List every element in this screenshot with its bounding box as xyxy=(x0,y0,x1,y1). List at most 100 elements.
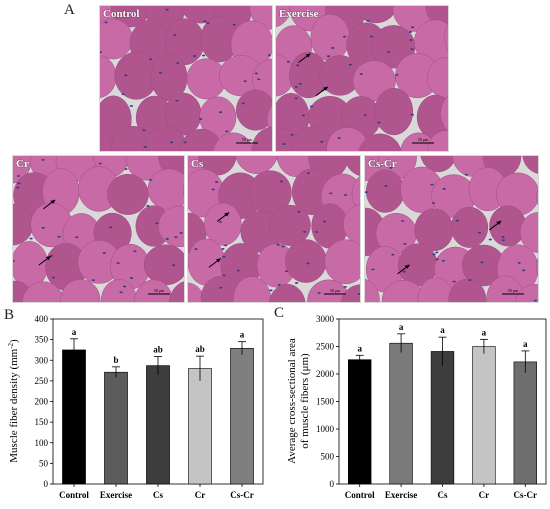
nucleus xyxy=(155,222,159,225)
significance-label: b xyxy=(113,355,118,365)
nucleus xyxy=(109,226,113,229)
muscle-fiber xyxy=(374,87,414,136)
micrograph-control: 50 μm Control xyxy=(99,5,273,152)
nucleus xyxy=(143,145,148,148)
panel-b-letter: B xyxy=(4,307,15,323)
nucleus xyxy=(176,62,180,65)
arrow-head xyxy=(50,199,56,204)
nucleus xyxy=(267,54,272,57)
nucleus xyxy=(241,102,245,105)
nucleus xyxy=(170,141,174,144)
scale-bar-label: 50 μm xyxy=(242,137,253,142)
nucleus xyxy=(387,51,391,53)
micrograph-control-image: 50 μm xyxy=(100,6,272,151)
y-tick-label: 250 xyxy=(35,376,49,386)
muscle-fiber xyxy=(249,6,272,30)
nucleus xyxy=(377,121,381,124)
arrow-head xyxy=(305,53,311,58)
muscle-fiber xyxy=(351,175,360,212)
nucleus xyxy=(468,279,472,281)
nucleus xyxy=(218,221,222,223)
significance-label: ab xyxy=(153,345,163,355)
nucleus xyxy=(148,179,153,181)
nucleus xyxy=(442,188,446,190)
y-tick-label: 2500 xyxy=(316,342,335,352)
nucleus xyxy=(359,73,363,75)
nucleus xyxy=(218,111,223,114)
y-axis-title-superscript: -2 xyxy=(7,342,15,348)
muscle-fiber xyxy=(358,133,402,151)
micrograph-exercise: 50 μm Exercise xyxy=(275,5,449,152)
nucleus xyxy=(522,269,526,272)
nucleus xyxy=(297,210,301,213)
chart-b-muscle-fiber-density: 0 50 100 150 200 250 300 350 400 a Control b Exercis… xyxy=(7,314,264,500)
muscle-fiber xyxy=(276,6,292,28)
y-tick-label: 500 xyxy=(321,452,335,462)
bar-cs xyxy=(430,351,455,485)
nucleus xyxy=(203,20,207,22)
significance-label: a xyxy=(523,339,528,349)
muscle-fiber xyxy=(204,202,242,246)
significance-label: a xyxy=(72,327,77,337)
muscle-fiber xyxy=(514,283,538,302)
y-tick-label: 0 xyxy=(330,479,335,489)
muscle-fiber xyxy=(212,132,254,151)
nucleus xyxy=(294,97,298,100)
micrograph-cs: 50 μm Cs xyxy=(187,155,361,303)
muscle-fiber xyxy=(344,156,360,177)
nucleus xyxy=(298,83,302,85)
significance-label: a xyxy=(357,343,362,353)
nucleus xyxy=(411,26,415,29)
scale-bar-label: 50 μm xyxy=(154,288,165,293)
nucleus xyxy=(119,291,123,294)
nucleus xyxy=(206,22,210,25)
micrograph-cs-label: Cs xyxy=(191,158,204,170)
nucleus xyxy=(183,141,187,144)
nucleus xyxy=(211,188,215,191)
significance-label: ab xyxy=(195,344,205,354)
micrograph-exercise-label: Exercise xyxy=(279,8,319,20)
nucleus xyxy=(410,113,414,116)
nucleus xyxy=(501,239,505,241)
nucleus xyxy=(455,219,459,222)
micrograph-cs-cr-image: 50 μm xyxy=(365,156,538,302)
muscle-fiber xyxy=(519,212,538,253)
nucleus xyxy=(281,245,285,248)
nucleus xyxy=(41,158,45,161)
y-axis-title-line1: Average cross-sectional area xyxy=(286,338,298,464)
micrograph-cr-label: Cr xyxy=(16,158,29,170)
nucleus xyxy=(221,248,225,250)
nucleus xyxy=(431,202,436,205)
y-axis-title-main: Muscle fiber density (mm xyxy=(8,348,20,462)
nucleus xyxy=(194,248,198,250)
muscle-fiber xyxy=(235,156,278,174)
nucleus xyxy=(306,172,310,175)
nucleus xyxy=(173,34,177,36)
muscle-fiber xyxy=(420,156,457,173)
nucleus xyxy=(124,74,128,77)
nucleus xyxy=(129,277,134,279)
nucleus xyxy=(452,280,456,283)
nucleus xyxy=(243,80,247,83)
muscle-fiber xyxy=(365,278,380,302)
x-tick-label: Cr xyxy=(195,490,206,500)
muscle-fiber xyxy=(427,130,448,151)
nucleus xyxy=(384,185,388,187)
x-tick-label: Cs-Cr xyxy=(514,490,538,500)
x-tick-label: Exercise xyxy=(100,490,132,500)
nucleus xyxy=(121,93,125,95)
nucleus xyxy=(17,182,21,185)
x-tick-label: Cs-Cr xyxy=(230,490,254,500)
nucleus xyxy=(75,236,79,239)
nucleus xyxy=(175,99,179,102)
nucleus xyxy=(286,60,290,63)
muscle-fiber xyxy=(536,257,538,277)
micrograph-cr: 50 μm Cr xyxy=(12,155,185,303)
nucleus xyxy=(124,168,128,170)
y-tick-label: 150 xyxy=(35,417,49,427)
muscle-fiber xyxy=(268,283,306,302)
nucleus xyxy=(410,48,414,50)
nucleus xyxy=(296,64,300,67)
muscle-fiber xyxy=(266,105,272,134)
scale-bar-label: 50 μm xyxy=(418,137,429,142)
